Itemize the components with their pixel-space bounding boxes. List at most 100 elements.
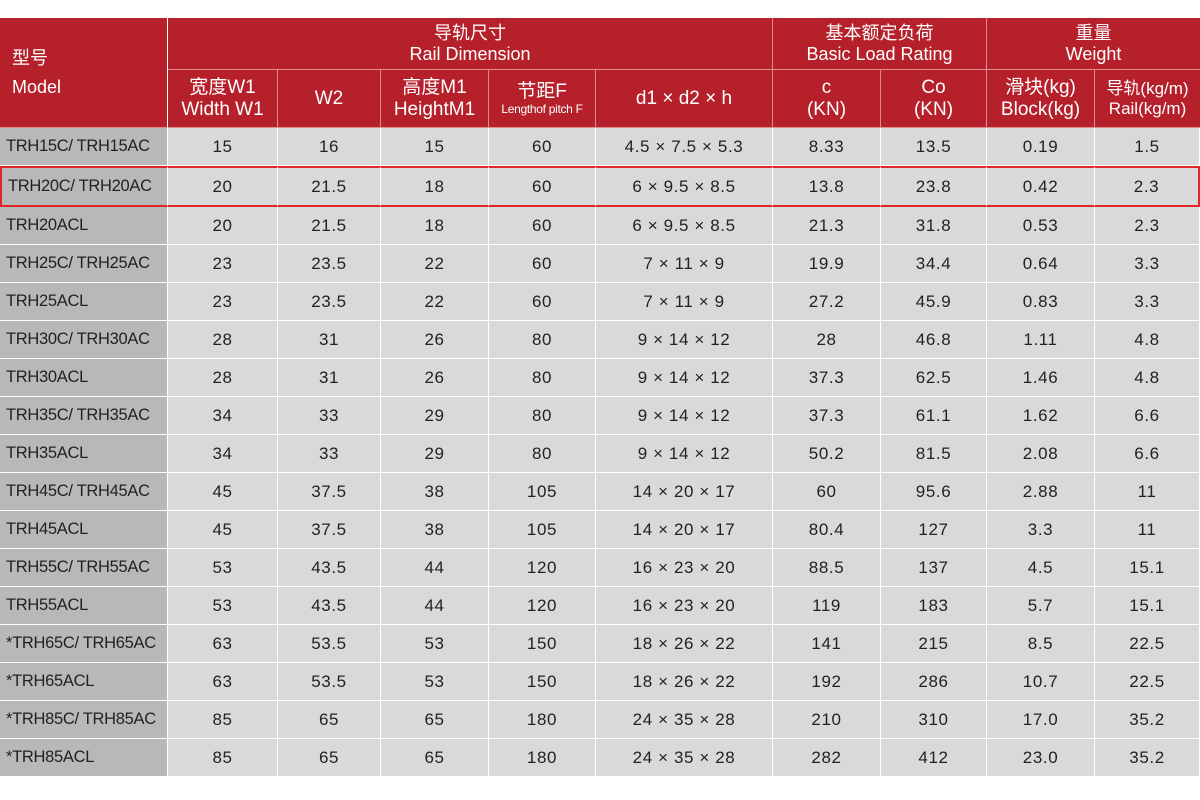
m1-column-header: 高度M1 HeightM1 [381,70,489,128]
rail-weight-cell: 15.1 [1095,549,1200,587]
pitch-f-cell: 150 [489,663,596,701]
block-weight-column-header: 滑块(kg) Block(kg) [987,70,1096,128]
rail-weight-cell: 3.3 [1095,245,1200,283]
hole-size-cell: 6 × 9.5 × 8.5 [596,166,774,207]
w2-cell: 65 [278,739,381,777]
table-row: TRH30C/ TRH30AC 28 31 26 80 9 × 14 × 12 28 46.8… [0,321,1200,359]
hole-size-label: d1 × d2 × h [635,87,733,109]
hole-size-cell: 14 × 20 × 17 [596,511,774,549]
rail-weight-cell: 6.6 [1095,435,1200,473]
height-m1-cell: 53 [381,625,489,663]
table-row: *TRH85ACL 85 65 65 180 24 × 35 × 28 282 412 23.0… [0,739,1200,777]
load-co-cell: 62.5 [881,359,988,397]
width-w1-cell: 20 [168,166,278,207]
height-m1-cell: 38 [381,473,489,511]
pitch-f-cell: 60 [489,207,596,245]
hole-size-cell: 9 × 14 × 12 [596,359,774,397]
spec-table-container: 型号 Model 导轨尺寸 Rail Dimension 基本额定负荷 Basi… [0,18,1200,777]
weight-group-header: 重量 Weight [987,18,1200,70]
hole-size-cell: 24 × 35 × 28 [596,739,774,777]
hole-size-cell: 18 × 26 × 22 [596,663,774,701]
model-cell: TRH20ACL [0,207,168,245]
width-w1-cell: 45 [168,473,278,511]
height-m1-cell: 29 [381,435,489,473]
table-header: 型号 Model 导轨尺寸 Rail Dimension 基本额定负荷 Basi… [0,18,1200,128]
pitch-f-cell: 60 [489,128,596,166]
model-cell: TRH25ACL [0,283,168,321]
height-m1-cell: 26 [381,359,489,397]
load-c-cell: 13.8 [773,166,882,207]
hole-size-cell: 9 × 14 × 12 [596,397,774,435]
load-co-cell: 46.8 [881,321,988,359]
load-c-cell: 88.5 [773,549,882,587]
rail-weight-cell: 4.8 [1095,321,1200,359]
table-row: TRH25ACL 23 23.5 22 60 7 × 11 × 9 27.2 45.9 0.83… [0,283,1200,321]
model-cell: TRH15C/ TRH15AC [0,128,168,166]
model-column-header: 型号 Model [0,18,168,128]
rail-weight-cell: 11 [1095,511,1200,549]
hole-size-cell: 18 × 26 × 22 [596,625,774,663]
width-w1-cell: 45 [168,511,278,549]
pitch-en: Lengthof pitch F [501,101,583,116]
model-cell: TRH30ACL [0,359,168,397]
hole-size-cell: 9 × 14 × 12 [596,321,774,359]
weight-en: Weight [1065,43,1122,64]
rail-weight-cell: 1.5 [1095,128,1200,166]
model-cell: TRH55ACL [0,587,168,625]
load-c-cell: 37.3 [773,397,882,435]
header-group-row: 型号 Model 导轨尺寸 Rail Dimension 基本额定负荷 Basi… [0,18,1200,128]
height-m1-cell: 29 [381,397,489,435]
w2-cell: 43.5 [278,587,381,625]
load-co-cell: 34.4 [881,245,988,283]
co-column-header: Co (KN) [881,70,988,128]
block-weight-cell: 23.0 [987,739,1096,777]
m1-en: HeightM1 [393,98,476,120]
rail-weight-cell: 6.6 [1095,397,1200,435]
block-weight-cell: 0.53 [987,207,1096,245]
block-weight-cell: 17.0 [987,701,1096,739]
m1-zh: 高度M1 [402,76,467,98]
pitch-f-cell: 120 [489,587,596,625]
table-row: TRH45ACL 45 37.5 38 105 14 × 20 × 17 80.4 127 3.… [0,511,1200,549]
rail-weight-cell: 2.3 [1095,166,1200,207]
block-weight-cell: 5.7 [987,587,1096,625]
table-row: TRH30ACL 28 31 26 80 9 × 14 × 12 37.3 62.5 1.46 4… [0,359,1200,397]
pitch-f-cell: 60 [489,166,596,207]
w2-cell: 33 [278,435,381,473]
rail-weight-en: Rail(kg/m) [1108,98,1187,118]
block-weight-cell: 2.88 [987,473,1096,511]
block-weight-cell: 3.3 [987,511,1096,549]
table-row: TRH55C/ TRH55AC 53 43.5 44 120 16 × 23 × 20 88… [0,549,1200,587]
pitch-f-cell: 80 [489,321,596,359]
load-c-cell: 8.33 [773,128,882,166]
pitch-f-cell: 80 [489,435,596,473]
pitch-f-cell: 60 [489,245,596,283]
block-weight-cell: 0.64 [987,245,1096,283]
pitch-zh: 节距F [517,80,567,102]
co-unit: (KN) [913,98,954,120]
table-row: TRH45C/ TRH45AC 45 37.5 38 105 14 × 20 × 17 60… [0,473,1200,511]
load-co-cell: 215 [881,625,988,663]
load-co-cell: 127 [881,511,988,549]
load-co-cell: 61.1 [881,397,988,435]
model-cell: TRH25C/ TRH25AC [0,245,168,283]
width-w1-cell: 34 [168,397,278,435]
load-co-cell: 81.5 [881,435,988,473]
rail-spec-table: 型号 Model 导轨尺寸 Rail Dimension 基本额定负荷 Basi… [0,18,1200,777]
load-c-cell: 192 [773,663,882,701]
load-co-cell: 23.8 [881,166,988,207]
w2-cell: 21.5 [278,166,381,207]
table-row: TRH55ACL 53 43.5 44 120 16 × 23 × 20 119 183 5.7… [0,587,1200,625]
table-row: TRH20C/ TRH20AC 20 21.5 18 60 6 × 9.5 × 8.5 13… [0,166,1200,207]
c-label: c [821,76,832,98]
height-m1-cell: 53 [381,663,489,701]
load-rating-zh: 基本额定负荷 [825,22,934,43]
load-c-cell: 119 [773,587,882,625]
pitch-f-cell: 60 [489,283,596,321]
block-weight-cell: 0.19 [987,128,1096,166]
model-cell: TRH35ACL [0,435,168,473]
width-w1-cell: 53 [168,587,278,625]
hole-size-column-header: d1 × d2 × h [596,70,774,128]
width-w1-cell: 85 [168,701,278,739]
load-c-cell: 141 [773,625,882,663]
